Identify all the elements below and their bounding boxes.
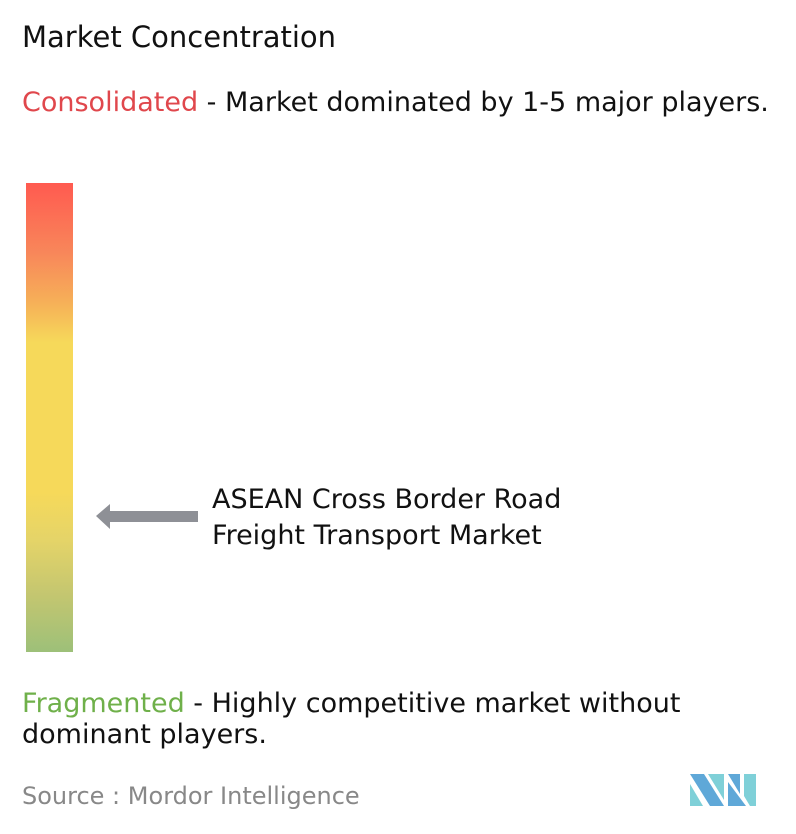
consolidated-text: - Market dominated by 1-5 major players. — [198, 87, 769, 118]
mordor-intelligence-logo — [690, 774, 756, 806]
source-value: Mordor Intelligence — [127, 782, 360, 810]
source-line: Source : Mordor Intelligence — [22, 782, 360, 810]
source-label: Source : — [22, 782, 121, 810]
concentration-gradient-bar — [26, 183, 73, 652]
page-title: Market Concentration — [22, 20, 337, 54]
fragmented-description: Fragmented - Highly competitive market w… — [22, 688, 792, 750]
market-name: ASEAN Cross Border Road Freight Transpor… — [212, 484, 562, 551]
arrow-left-icon — [96, 504, 198, 529]
fragmented-label: Fragmented — [22, 688, 185, 719]
consolidated-description: Consolidated - Market dominated by 1-5 m… — [22, 87, 792, 118]
consolidated-label: Consolidated — [22, 87, 199, 118]
fragmented-text: - Highly competitive market without domi… — [22, 688, 681, 750]
